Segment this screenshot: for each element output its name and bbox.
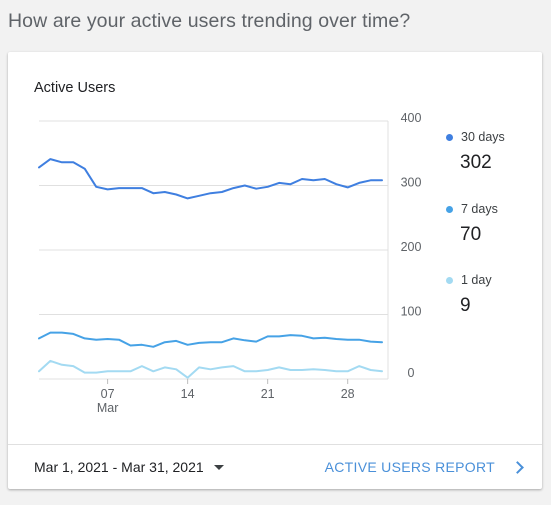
series-line-7-days [38,331,383,348]
chart-grid [39,120,389,380]
x-tick-label-07: 07 [101,387,115,401]
x-tick-label-21: 21 [261,387,275,401]
date-range-label: Mar 1, 2021 - Mar 31, 2021 [34,459,204,475]
legend-value-7-days: 70 [460,224,482,245]
card-title: Active Users [34,80,116,96]
y-tick-label-300: 300 [401,176,422,190]
y-tick-label-400: 400 [401,111,422,125]
chevron-right-icon [511,460,524,474]
x-tick-label-14: 14 [181,387,195,401]
x-tick-label-28: 28 [341,387,355,401]
report-link-label: ACTIVE USERS REPORT [324,459,495,475]
legend-label-1-day: 1 day [461,273,492,287]
y-axis-ticks: 0 100 200 300 400 [401,111,422,380]
question-heading: How are your active users trending over … [8,10,411,32]
legend-dot-30-days [446,133,453,141]
date-range-selector[interactable]: Mar 1, 2021 - Mar 31, 2021 [34,459,224,475]
series-line-30-days [38,158,383,200]
active-users-report-link[interactable]: ACTIVE USERS REPORT [324,459,524,475]
legend-label-7-days: 7 days [461,202,498,216]
y-tick-label-100: 100 [401,305,422,319]
legend-value-1-day: 9 [460,295,471,316]
legend-item-7-days: 7 days 70 [446,202,536,246]
legend-dot-7-days [446,205,453,213]
x-tick-sublabel-07: Mar [97,401,119,415]
card-footer: Mar 1, 2021 - Mar 31, 2021 ACTIVE USERS … [8,444,542,490]
legend-dot-1-day [446,276,453,284]
chart-series [38,158,383,379]
caret-down-icon [213,465,224,470]
y-tick-label-0: 0 [408,366,415,380]
legend-item-1-day: 1 day 9 [446,273,536,317]
legend-item-30-days: 30 days 302 [446,130,536,174]
y-tick-label-200: 200 [401,240,422,254]
active-users-card: Active Users 0 100 200 300 400 07 Mar 14 21 28 3… [8,52,542,489]
legend-value-30-days: 302 [460,152,492,173]
series-line-1-day [38,359,383,379]
legend-label-30-days: 30 days [461,130,505,144]
